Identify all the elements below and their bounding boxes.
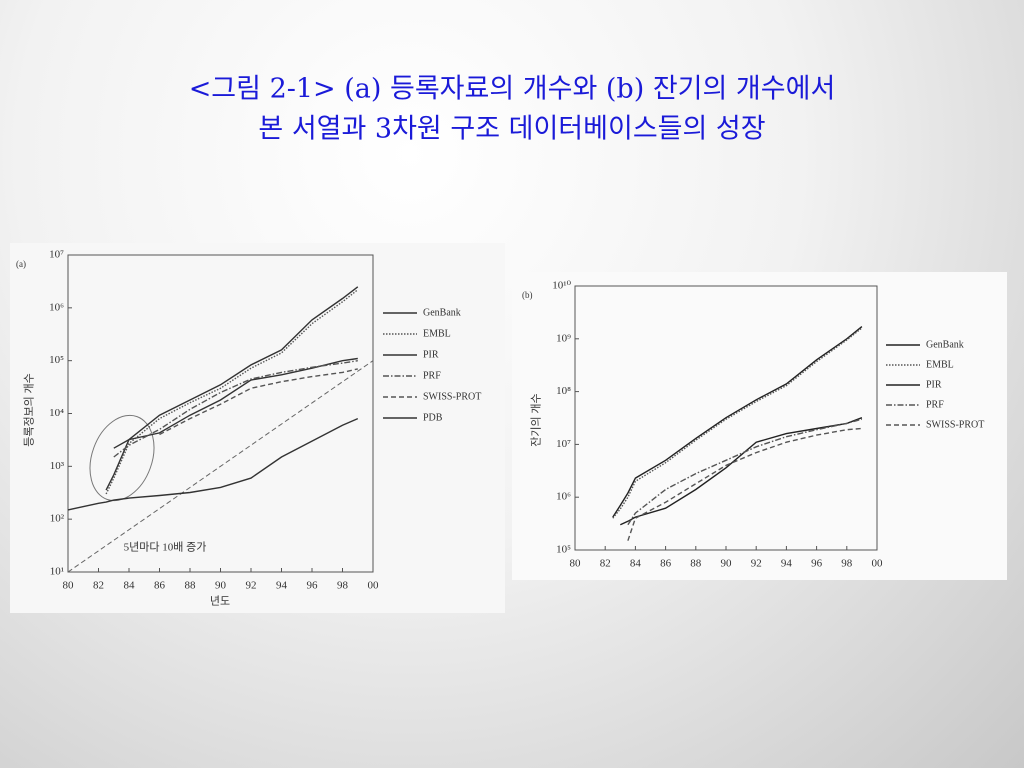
legend-label: PIR — [926, 379, 942, 390]
legend-label: GenBank — [423, 307, 461, 318]
legend-label: EMBL — [423, 328, 451, 339]
x-tick-label: 92 — [751, 558, 762, 570]
y-tick-label: 10⁶ — [49, 301, 64, 313]
x-tick-label: 94 — [781, 558, 793, 570]
panel-label: (a) — [16, 259, 26, 269]
y-tick-label: 10⁸ — [556, 385, 571, 397]
legend-label: EMBL — [926, 359, 954, 370]
x-tick-label: 82 — [600, 558, 611, 570]
y-tick-label: 10⁵ — [556, 544, 571, 556]
x-tick-label: 96 — [811, 558, 823, 570]
legend-label: PRF — [423, 370, 441, 381]
x-tick-label: 84 — [124, 580, 136, 592]
y-tick-label: 10⁶ — [556, 491, 571, 503]
x-tick-label: 90 — [721, 558, 733, 570]
legend-label: PDB — [423, 412, 443, 423]
series-line — [612, 327, 863, 519]
y-axis-label: 등록정보의 개수 — [23, 373, 36, 447]
x-tick-label: 00 — [368, 580, 380, 592]
series-line — [627, 427, 862, 541]
legend-label: PIR — [423, 349, 439, 360]
y-tick-label: 10¹ — [50, 566, 64, 578]
x-tick-label: 82 — [93, 580, 104, 592]
y-tick-label: 10² — [50, 513, 65, 525]
y-tick-label: 10⁷ — [556, 438, 571, 450]
x-tick-label: 88 — [690, 558, 702, 570]
series-line — [612, 326, 863, 518]
x-tick-label: 98 — [841, 558, 853, 570]
y-tick-label: 10⁹ — [556, 332, 571, 344]
y-tick-label: 10¹⁰ — [552, 280, 571, 292]
x-tick-label: 92 — [246, 580, 257, 592]
y-tick-label: 10⁵ — [49, 354, 64, 366]
y-axis-label: 잔기의 개수 — [530, 393, 543, 446]
x-tick-label: 94 — [276, 580, 288, 592]
panel-label: (b) — [522, 290, 533, 300]
series-line — [67, 417, 359, 511]
chart-b-background — [512, 272, 1007, 580]
x-tick-label: 86 — [660, 558, 672, 570]
legend-label: PRF — [926, 399, 944, 410]
annotation: 5년마다 10배 증가 — [124, 541, 207, 554]
reference-line — [67, 360, 374, 573]
series-line — [627, 418, 863, 526]
x-tick-label: 84 — [630, 558, 642, 570]
x-tick-label: 96 — [307, 580, 319, 592]
series-line — [113, 357, 358, 449]
x-tick-label: 00 — [872, 558, 884, 570]
x-axis-label: 년도 — [210, 595, 230, 608]
legend-label: SWISS-PROT — [926, 419, 984, 430]
legend-label: GenBank — [926, 339, 964, 350]
y-tick-label: 10³ — [50, 460, 65, 472]
highlight-ellipse — [89, 414, 155, 502]
x-tick-label: 80 — [570, 558, 582, 570]
x-tick-label: 80 — [63, 580, 75, 592]
legend-label: SWISS-PROT — [423, 391, 481, 402]
y-tick-label: 10⁴ — [49, 407, 64, 419]
slide-title-line: 본 서열과 3차원 구조 데이터베이스들의 성장 — [258, 114, 765, 145]
x-tick-label: 88 — [185, 580, 197, 592]
chart-a-background — [10, 243, 505, 613]
x-tick-label: 98 — [337, 580, 349, 592]
x-tick-label: 90 — [215, 580, 227, 592]
x-tick-label: 86 — [154, 580, 166, 592]
series-line — [113, 360, 358, 458]
slide-title-line: <그림 2-1> (a) 등록자료의 개수와 (b) 잔기의 개수에서 — [189, 74, 836, 105]
y-tick-label: 10⁷ — [49, 249, 64, 261]
series-line — [620, 417, 863, 526]
series-line — [105, 289, 359, 495]
series-line — [159, 368, 358, 436]
series-line — [105, 286, 359, 491]
